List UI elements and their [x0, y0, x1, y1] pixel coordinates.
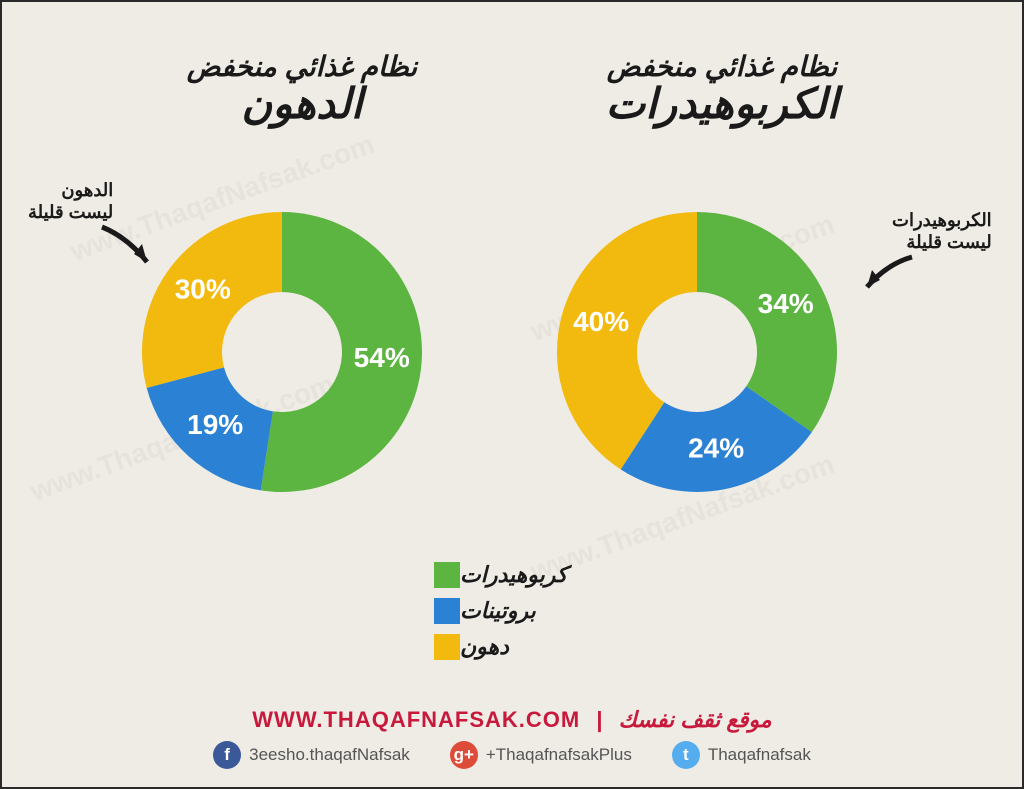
social-handle-twitter: Thaqafnafsak: [708, 745, 811, 765]
left-annotation: الدهون ليست قليلة: [28, 180, 113, 223]
legend: كربوهيدرات بروتينات دهون: [422, 562, 567, 670]
right-chart-title: نظام غذائي منخفض الكربوهيدرات: [542, 50, 902, 125]
slice-label-fat: 40%: [573, 306, 629, 337]
legend-label-fat: دهون: [460, 634, 509, 660]
footer-url: WWW.THAQAFNAFSAK.COM: [252, 707, 580, 732]
donut-slice-carbs: [697, 212, 837, 432]
legend-item-protein: بروتينات: [422, 598, 567, 624]
right-title-line1: نظام غذائي منخفض: [542, 50, 902, 83]
footer-social-row: f 3eesho.thaqafNafsak g+ +ThaqafnafsakPlus t…: [2, 741, 1022, 769]
left-title-line2: الدهون: [142, 83, 462, 125]
legend-item-carbs: كربوهيدرات: [422, 562, 567, 588]
slice-label-protein: 19%: [187, 409, 243, 440]
slice-label-protein: 24%: [688, 433, 744, 464]
left-chart-title: نظام غذائي منخفض الدهون: [142, 50, 462, 125]
footer-site-label: موقع ثقف نفسك: [619, 707, 772, 732]
gplus-icon: g+: [450, 741, 478, 769]
legend-swatch-protein: [434, 598, 460, 624]
footer-separator: |: [596, 707, 602, 732]
legend-item-fat: دهون: [422, 634, 567, 660]
social-gplus[interactable]: g+ +ThaqafnafsakPlus: [450, 741, 632, 769]
right-annotation: الكربوهيدرات ليست قليلة: [892, 210, 992, 253]
right-title-line2: الكربوهيدرات: [542, 83, 902, 125]
left-title-line1: نظام غذائي منخفض: [142, 50, 462, 83]
social-handle-facebook: 3eesho.thaqafNafsak: [249, 745, 410, 765]
twitter-icon: t: [672, 741, 700, 769]
social-handle-gplus: +ThaqafnafsakPlus: [486, 745, 632, 765]
social-facebook[interactable]: f 3eesho.thaqafNafsak: [213, 741, 410, 769]
slice-label-fat: 30%: [175, 273, 231, 304]
left-donut-chart: 54% 19% 30%: [132, 202, 432, 502]
legend-swatch-fat: [434, 634, 460, 660]
legend-label-protein: بروتينات: [460, 598, 536, 624]
social-twitter[interactable]: t Thaqafnafsak: [672, 741, 811, 769]
footer: WWW.THAQAFNAFSAK.COM | موقع ثقف نفسك f 3e…: [2, 707, 1022, 769]
right-donut-chart: 34% 24% 40%: [547, 202, 847, 502]
legend-swatch-carbs: [434, 562, 460, 588]
legend-label-carbs: كربوهيدرات: [460, 562, 567, 588]
slice-label-carbs: 34%: [758, 288, 814, 319]
right-arrow-icon: [852, 252, 932, 312]
facebook-icon: f: [213, 741, 241, 769]
slice-label-carbs: 54%: [354, 342, 410, 373]
